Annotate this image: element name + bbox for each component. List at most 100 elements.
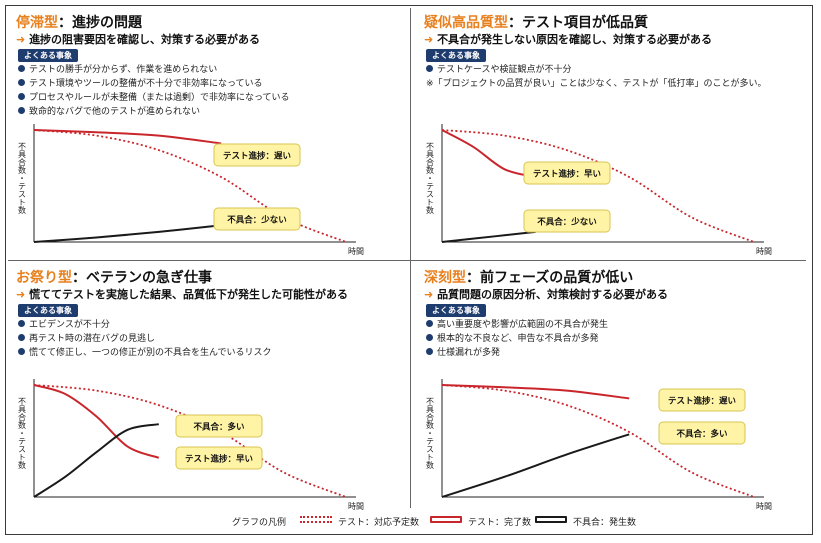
annotation-callout: テスト進捗：遅い [213,143,301,167]
legend-swatch-black [535,516,567,523]
callout-box [658,388,746,412]
callout-box [523,161,611,185]
event-text: エビデンスが不十分 [29,320,110,330]
bullet-icon [426,334,433,341]
x-axis-label: 時間 [756,247,772,256]
annotation-callout: 不具合：多い [658,421,746,445]
events-list: 高い重要度や影響が広範囲の不具合が発生 根本的な不良など、申告な不具合が多発 仕… [426,318,608,360]
bullet-icon [18,93,25,100]
panel-type-label: 深刻型 [424,270,466,286]
bullet-icon [18,320,25,327]
list-item: 慌てて修正し、一つの修正が別の不具合を生んでいるリスク [18,346,272,360]
event-text: テストの勝手が分からず、作業を進められない [29,65,218,75]
events-badge: よくある事象 [18,49,78,62]
x-axis-label: 時間 [756,502,772,511]
annotation-label: 不具合：少ない [227,215,287,226]
goal-text: 慌ててテストを実施した結果、品質低下が発生した可能性がある [29,288,349,301]
event-text: 根本的な不良など、申告な不具合が多発 [437,334,599,344]
list-item: プロセスやルールが未整備（または過剰）で非効率になっている [18,91,290,105]
panel-stagnation: 停滞型：進捗の問題 ➜ 進捗の阻害要因を確認し、対策する必要がある よくある事象… [16,12,411,262]
panel-type-label: お祭り型 [16,270,72,286]
panel-type-label: 停滞型 [16,15,58,31]
y-axis-label: 不具合数・テスト数 [426,142,435,215]
panel-title-rest: ：テスト項目が低品質 [508,15,648,31]
defects-line [441,433,630,498]
planned-line [33,129,347,243]
legend-swatch-red [430,516,462,523]
list-item: 根本的な不良など、申告な不具合が多発 [426,332,608,346]
events-badge: よくある事象 [426,304,486,317]
panel-title-rest: ：ベテランの急ぎ仕事 [72,270,212,286]
bullet-icon [426,65,433,72]
annotation-label: テスト進捗：遅い [668,396,736,407]
note-text: ※「プロジェクトの品質が良い」ことは少なく、テストが「低打率」のことが多い。 [426,79,767,89]
list-item: テスト環境やツールの整備が不十分で非効率になっている [18,77,290,91]
annotation-callout: テスト進捗：早い [523,161,611,185]
annotation-callout: 不具合：多い [175,414,263,438]
bullet-icon [426,348,433,355]
figure-frame [5,5,813,535]
arrow-icon: ➜ [16,288,26,301]
panel-title-rest: ：進捗の問題 [58,15,142,31]
completed-line [33,129,222,145]
events-list: テストの勝手が分からず、作業を進められない テスト環境やツールの整備が不十分で非… [18,63,290,119]
annotation-label: 不具合：多い [193,422,244,433]
x-axis-label: 時間 [348,502,364,511]
chart-legend: グラフの凡例 テスト：対応予定数 テスト：完了数 不具合：発生数 [0,512,821,532]
panel-pseudo-quality: 疑似高品質型：テスト項目が低品質 ➜ 不具合が発生しない原因を確認し、対策する必… [424,12,819,262]
panel-type-label: 疑似高品質型 [424,15,508,31]
annotation-label: テスト進捗：遅い [223,151,291,162]
bullet-icon [18,348,25,355]
defects-line [33,423,159,498]
panel-title: 疑似高品質型：テスト項目が低品質 [424,12,648,32]
legend-label: テスト：対応予定数 [338,518,420,528]
defects-line [33,224,222,243]
defects-line [441,230,536,243]
arrow-icon: ➜ [16,33,26,46]
planned-line [441,384,755,498]
completed-line [441,384,630,400]
list-item: 再テスト時の潜在バグの見逃し [18,332,272,346]
panel-serious: 深刻型：前フェーズの品質が低い ➜ 品質問題の原因分析、対策検討する必要がある … [424,267,819,517]
y-axis-label: 不具合数・テスト数 [18,142,27,215]
callout-box [175,446,263,470]
vertical-divider [410,8,411,508]
events-list: テストケースや検証観点が不十分 ※「プロジェクトの品質が良い」ことは少なく、テス… [426,63,767,91]
annotation-label: 不具合：多い [676,429,727,440]
list-item: 高い重要度や影響が広範囲の不具合が発生 [426,318,608,332]
panel-festival: お祭り型：ベテランの急ぎ仕事 ➜ 慌ててテストを実施した結果、品質低下が発生した… [16,267,411,517]
annotation-callout: 不具合：少ない [523,209,611,233]
callout-box [523,209,611,233]
arrow-icon: ➜ [424,288,434,301]
annotation-callout: 不具合：少ない [213,207,301,231]
event-text: 仕様漏れが多発 [437,348,501,358]
goal-text: 不具合が発生しない原因を確認し、対策する必要がある [437,33,713,46]
y-axis-label: 不具合数・テスト数 [18,397,27,470]
panel-goal: ➜ 品質問題の原因分析、対策検討する必要がある [424,286,668,302]
event-text: 致命的なバグで他のテストが進められない [29,107,201,117]
callout-box [213,207,301,231]
event-text: プロセスやルールが未整備（または過剰）で非効率になっている [29,93,290,103]
legend-label: 不具合：発生数 [573,518,637,528]
y-axis-label: 不具合数・テスト数 [426,397,435,470]
panel-title: 深刻型：前フェーズの品質が低い [424,267,633,287]
bullet-icon [18,79,25,86]
event-text: 高い重要度や影響が広範囲の不具合が発生 [437,320,609,330]
annotation-label: テスト進捗：早い [185,454,253,465]
annotation-label: 不具合：少ない [537,217,597,228]
list-item: エビデンスが不十分 [18,318,272,332]
list-item: 致命的なバグで他のテストが進められない [18,105,290,119]
list-item: 仕様漏れが多発 [426,346,608,360]
legend-swatch-dotted [300,516,332,523]
event-text: 再テスト時の潜在バグの見逃し [29,334,156,344]
panel-goal: ➜ 進捗の阻害要因を確認し、対策する必要がある [16,31,260,47]
completed-line [33,384,160,459]
bullet-icon [18,107,25,114]
goal-text: 品質問題の原因分析、対策検討する必要がある [437,288,669,301]
x-axis-label: 時間 [348,247,364,256]
legend-label: テスト：完了数 [468,518,532,528]
planned-line [33,384,347,498]
